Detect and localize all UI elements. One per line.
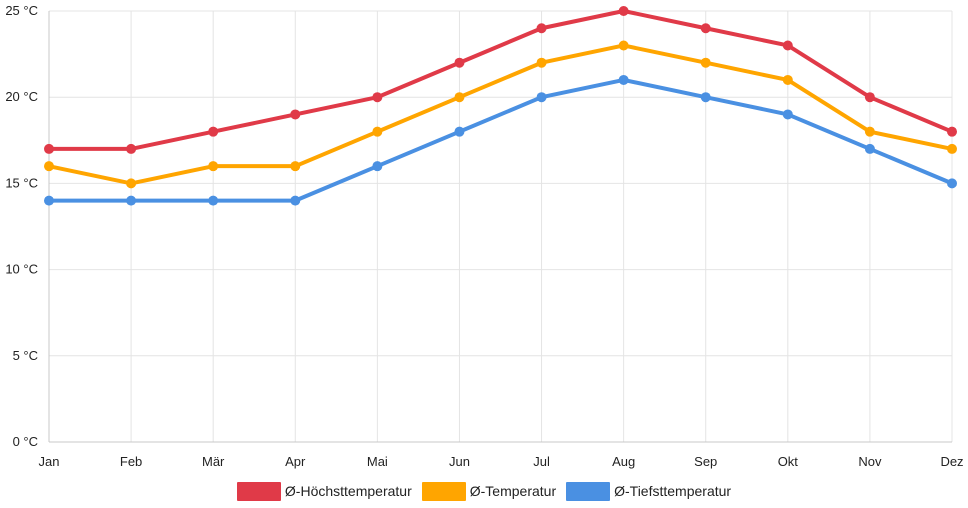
data-point xyxy=(864,92,875,103)
legend: Ø-Höchsttemperatur Ø-Temperatur Ø-Tiefst… xyxy=(0,478,968,504)
data-point xyxy=(44,195,54,206)
data-point xyxy=(44,143,54,154)
data-point xyxy=(126,178,137,189)
data-point xyxy=(372,126,383,137)
x-tick-label: Sep xyxy=(694,454,717,469)
data-point xyxy=(290,195,301,206)
data-point xyxy=(126,195,137,206)
data-point xyxy=(864,143,875,154)
legend-swatch-tiefsttemperatur xyxy=(566,481,611,501)
y-tick-label: 25 °C xyxy=(5,3,38,18)
x-tick-label: Dez xyxy=(940,454,963,469)
data-point xyxy=(947,126,957,137)
data-point xyxy=(782,109,793,120)
data-point xyxy=(208,161,219,172)
data-point xyxy=(208,195,219,206)
data-point xyxy=(44,161,54,172)
data-point xyxy=(782,40,793,51)
data-point xyxy=(536,23,547,34)
data-point xyxy=(536,57,547,68)
x-tick-label: Okt xyxy=(778,454,799,469)
axes: 0 °C 5 °C 10 °C 15 °C 20 °C 25 °C Jan Feb Mär Apr… xyxy=(5,3,963,469)
data-point xyxy=(700,57,711,68)
data-point xyxy=(208,126,219,137)
legend-label-temperatur: Ø-Temperatur xyxy=(469,483,557,499)
x-tick-label: Jan xyxy=(39,454,60,469)
data-point xyxy=(126,143,137,154)
y-tick-label: 10 °C xyxy=(5,262,38,277)
data-point xyxy=(454,92,465,103)
x-tick-label: Mai xyxy=(367,454,388,469)
y-tick-label: 5 °C xyxy=(13,348,38,363)
data-point xyxy=(454,57,465,68)
series-0 xyxy=(44,6,957,154)
legend-item-tiefsttemperatur[interactable]: Ø-Tiefsttemperatur xyxy=(566,481,732,501)
data-point xyxy=(947,178,957,189)
data-point xyxy=(536,92,547,103)
data-point xyxy=(618,74,629,85)
series-line xyxy=(47,77,954,203)
data-point xyxy=(454,126,465,137)
series-group xyxy=(44,6,957,206)
legend-item-hoechsttemperatur[interactable]: Ø-Höchsttemperatur xyxy=(236,481,412,501)
legend-item-temperatur[interactable]: Ø-Temperatur xyxy=(421,481,557,501)
x-tick-label: Mär xyxy=(202,454,225,469)
x-tick-label: Aug xyxy=(612,454,635,469)
x-tick-label: Jun xyxy=(449,454,470,469)
data-point xyxy=(700,92,711,103)
x-tick-label: Jul xyxy=(533,454,550,469)
data-point xyxy=(782,74,793,85)
legend-label-tiefsttemperatur: Ø-Tiefsttemperatur xyxy=(614,483,732,499)
legend-label-hoechsttemperatur: Ø-Höchsttemperatur xyxy=(284,483,412,499)
series-2 xyxy=(44,74,957,206)
data-point xyxy=(372,92,383,103)
data-point xyxy=(618,6,629,16)
x-tick-label: Nov xyxy=(858,454,882,469)
y-tick-label: 0 °C xyxy=(13,434,38,449)
legend-swatch-temperatur xyxy=(421,481,466,501)
data-point xyxy=(618,40,629,51)
data-point xyxy=(290,161,301,172)
y-tick-label: 15 °C xyxy=(5,175,38,190)
data-point xyxy=(864,126,875,137)
x-tick-label: Apr xyxy=(285,454,306,469)
data-point xyxy=(372,161,383,172)
data-point xyxy=(700,23,711,34)
data-point xyxy=(290,109,301,120)
series-line xyxy=(47,43,954,186)
series-1 xyxy=(44,40,957,189)
series-line xyxy=(47,9,954,151)
y-tick-label: 20 °C xyxy=(5,89,38,104)
x-tick-label: Feb xyxy=(120,454,142,469)
legend-swatch-hoechsttemperatur xyxy=(236,481,281,501)
data-point xyxy=(947,143,957,154)
grid xyxy=(48,10,953,443)
